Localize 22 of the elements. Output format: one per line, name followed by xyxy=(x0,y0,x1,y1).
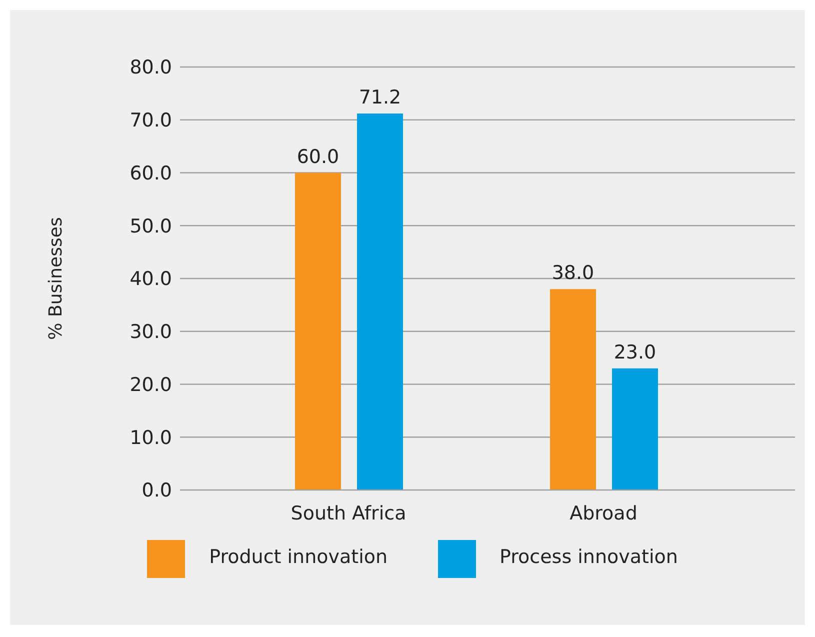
bar xyxy=(295,172,341,490)
y-tick-label: 70.0 xyxy=(130,110,172,132)
legend-label: Process innovation xyxy=(500,546,678,568)
y-tick-label: 0.0 xyxy=(142,480,172,502)
data-label: 71.2 xyxy=(358,86,402,109)
legend-label: Product innovation xyxy=(209,546,388,568)
y-tick-label: 40.0 xyxy=(130,268,172,290)
bar xyxy=(550,289,596,490)
data-label: 23.0 xyxy=(614,341,656,364)
y-tick-label: 30.0 xyxy=(130,321,172,344)
y-tick-label: 60.0 xyxy=(130,162,172,184)
bar xyxy=(357,114,403,490)
data-label: 60.0 xyxy=(296,146,340,168)
x-tick-label: Abroad xyxy=(570,502,638,524)
x-tick-label: South Africa xyxy=(290,502,406,524)
y-tick-label: 10.0 xyxy=(130,426,172,449)
y-axis-title: % Businesses xyxy=(45,217,66,340)
bar xyxy=(612,368,658,490)
y-tick-label: 50.0 xyxy=(130,215,172,238)
y-tick-label: 80.0 xyxy=(130,56,172,79)
data-label: 38.0 xyxy=(552,262,594,284)
y-tick-label: 20.0 xyxy=(130,374,172,396)
